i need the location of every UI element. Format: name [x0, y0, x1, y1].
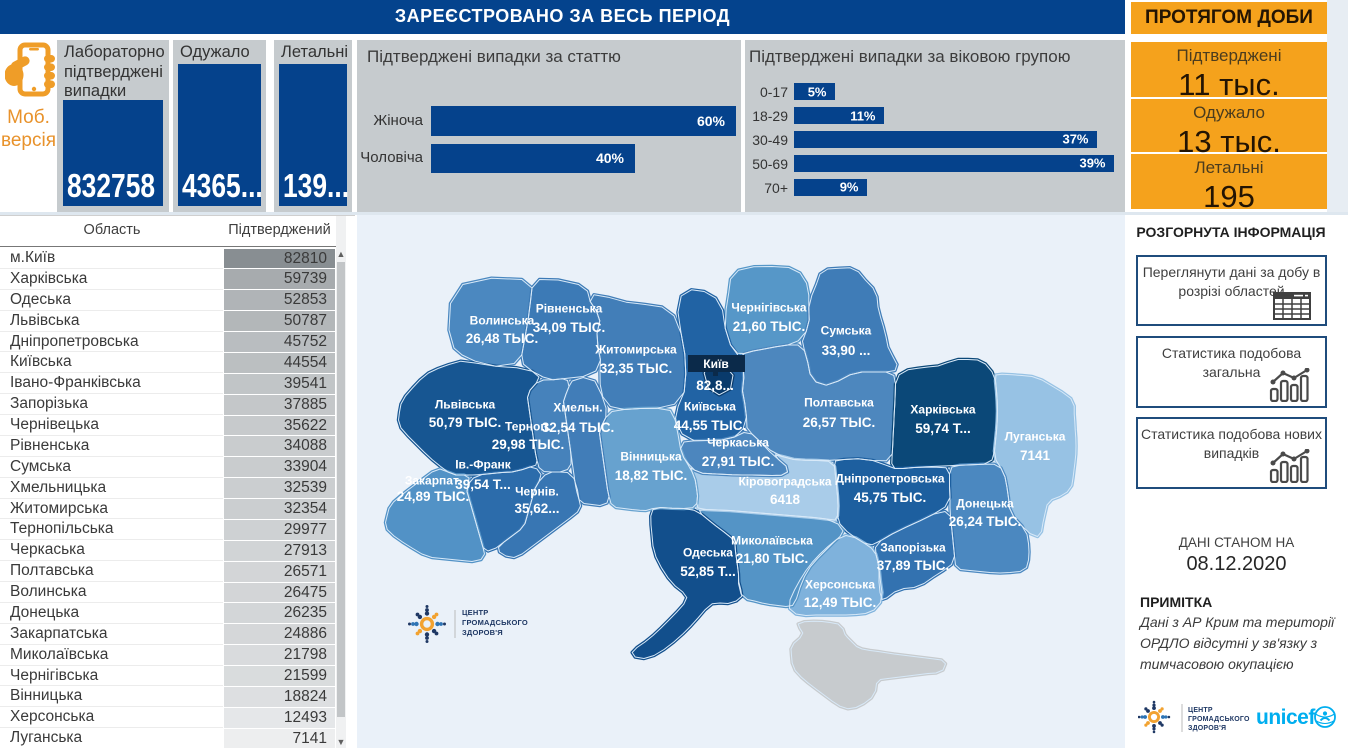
svg-text:ГРОМАДСЬКОГО: ГРОМАДСЬКОГО [1188, 716, 1250, 723]
svg-text:unicef: unicef [1256, 706, 1316, 729]
svg-text:Дніпропетровська: Дніпропетровська [835, 472, 944, 486]
svg-text:Запорізька: Запорізька [880, 541, 946, 555]
svg-text:27,91 ТЫС.: 27,91 ТЫС. [702, 454, 775, 469]
svg-text:Терноп.: Терноп. [505, 420, 551, 434]
svg-text:Черкаська: Черкаська [707, 436, 769, 450]
svg-text:45,75 ТЫС.: 45,75 ТЫС. [854, 490, 927, 505]
svg-text:21,80 ТЫС.: 21,80 ТЫС. [736, 551, 809, 566]
svg-text:ЦЕНТР: ЦЕНТР [1188, 707, 1213, 714]
svg-text:Чернігівська: Чернігівська [731, 301, 806, 315]
svg-text:26,24 ТЫС.: 26,24 ТЫС. [949, 514, 1022, 529]
svg-text:26,57 ТЫС.: 26,57 ТЫС. [803, 415, 876, 430]
svg-text:Закарпат.: Закарпат. [405, 474, 461, 488]
svg-text:Одеська: Одеська [683, 546, 733, 560]
svg-text:82,8...: 82,8... [696, 378, 734, 393]
svg-text:7141: 7141 [1020, 448, 1051, 463]
svg-text:37,89 ТЫС.: 37,89 ТЫС. [877, 558, 950, 573]
svg-text:Волинська: Волинська [470, 314, 535, 328]
svg-text:24,89 ТЫС.: 24,89 ТЫС. [397, 489, 470, 504]
svg-text:39,54 Т...: 39,54 Т... [455, 477, 511, 492]
svg-text:35,62...: 35,62... [514, 501, 559, 516]
svg-text:ЗДОРОВ'Я: ЗДОРОВ'Я [1188, 725, 1226, 732]
svg-text:Донецька: Донецька [956, 497, 1014, 511]
svg-text:34,09 ТЫС.: 34,09 ТЫС. [533, 320, 606, 335]
svg-text:44,55 ТЫС.: 44,55 ТЫС. [674, 418, 747, 433]
svg-text:ЦЕНТР: ЦЕНТР [462, 608, 488, 617]
svg-text:32,54 ТЫС.: 32,54 ТЫС. [542, 420, 615, 435]
svg-text:Київська: Київська [684, 400, 736, 414]
svg-text:Херсонська: Херсонська [805, 578, 875, 592]
svg-text:Львівська: Львівська [435, 398, 496, 412]
svg-text:Луганська: Луганська [1005, 430, 1066, 444]
svg-text:Рівненська: Рівненська [536, 302, 603, 316]
svg-text:12,49 ТЫС.: 12,49 ТЫС. [804, 595, 877, 610]
svg-text:33,90 ...: 33,90 ... [822, 343, 871, 358]
svg-text:Миколаївська: Миколаївська [731, 534, 813, 548]
svg-text:Полтавська: Полтавська [804, 396, 874, 410]
svg-text:59,74 Т...: 59,74 Т... [915, 421, 971, 436]
svg-text:6418: 6418 [770, 492, 801, 507]
svg-text:ГРОМАДСЬКОГО: ГРОМАДСЬКОГО [462, 618, 528, 627]
svg-text:Ів.-Франк: Ів.-Франк [455, 458, 512, 472]
svg-text:18,82 ТЫС.: 18,82 ТЫС. [615, 468, 688, 483]
svg-text:Хмельн.: Хмельн. [553, 401, 602, 415]
svg-text:26,48 ТЫС.: 26,48 ТЫС. [466, 331, 539, 346]
svg-text:Харківська: Харківська [910, 403, 975, 417]
svg-text:Житомирська: Житомирська [594, 343, 677, 357]
svg-text:Вінницька: Вінницька [620, 450, 682, 464]
svg-text:ЗДОРОВ'Я: ЗДОРОВ'Я [462, 628, 503, 637]
svg-text:21,60 ТЫС.: 21,60 ТЫС. [733, 319, 806, 334]
svg-text:Київ: Київ [703, 357, 728, 371]
svg-text:Кіровоградська: Кіровоградська [738, 475, 831, 489]
svg-text:29,98 ТЫС.: 29,98 ТЫС. [492, 437, 565, 452]
svg-text:Сумська: Сумська [821, 324, 872, 338]
svg-text:52,85 Т...: 52,85 Т... [680, 564, 736, 579]
svg-text:Чернів.: Чернів. [515, 485, 559, 499]
svg-text:50,79 ТЫС.: 50,79 ТЫС. [429, 415, 502, 430]
svg-text:32,35 ТЫС.: 32,35 ТЫС. [600, 361, 673, 376]
